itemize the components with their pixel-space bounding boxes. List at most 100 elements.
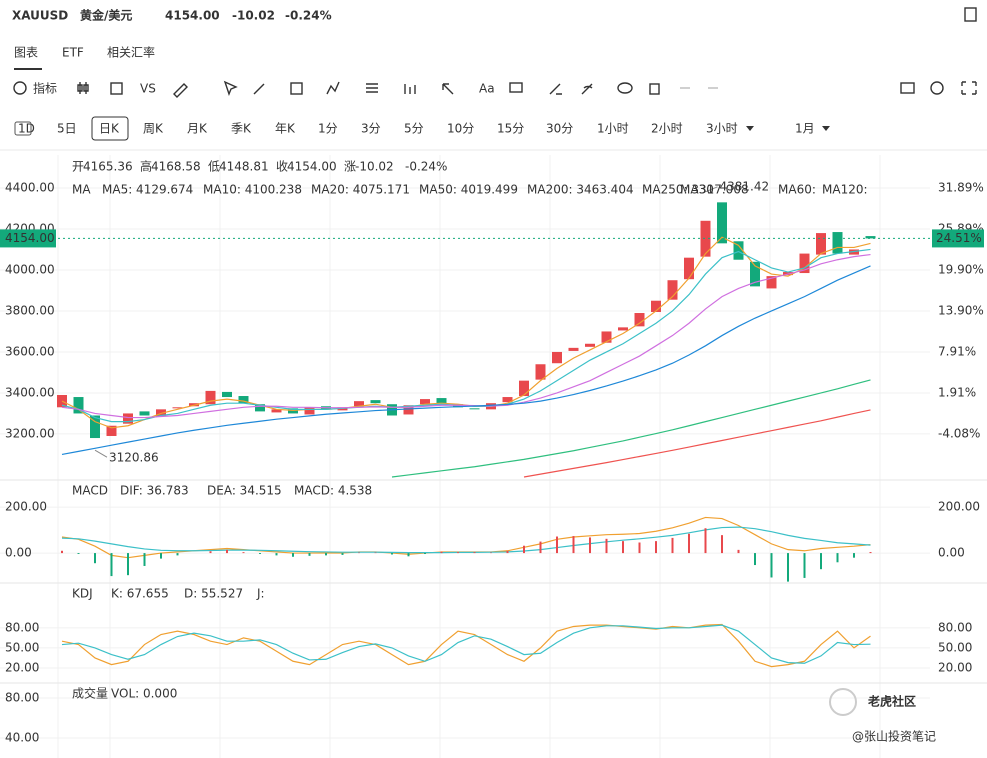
- histogram-bar: [638, 542, 641, 554]
- timeframe[interactable]: 3小时: [706, 122, 738, 136]
- watermark-brand: 老虎社区: [868, 694, 916, 709]
- y-tick-label: 80.00: [5, 620, 39, 634]
- arrow-icon[interactable]: [442, 83, 454, 95]
- indicator-line: [61, 623, 871, 668]
- timeframe[interactable]: 15分: [497, 122, 524, 136]
- timeframe[interactable]: 1小时: [597, 122, 629, 136]
- y-tick-label-right: 0.00: [938, 546, 965, 560]
- candle: [222, 391, 232, 398]
- ohlc-item: 高: [140, 159, 152, 174]
- exit-icon[interactable]: [964, 7, 977, 22]
- indicator-line: [391, 379, 871, 478]
- watermark-logo: [829, 688, 857, 716]
- timeframe[interactable]: 5日: [57, 122, 77, 136]
- candle: [172, 407, 183, 409]
- box-icon[interactable]: [110, 82, 123, 95]
- legend-entry: DEA: 34.515: [207, 484, 282, 498]
- timeframe[interactable]: 2小时: [651, 122, 683, 136]
- indicator-button[interactable]: 指标: [33, 81, 57, 96]
- tab[interactable]: 图表: [14, 46, 38, 60]
- shape-icon[interactable]: [290, 82, 303, 95]
- tab[interactable]: 相关汇率: [107, 45, 155, 60]
- indicator-icon[interactable]: [13, 81, 27, 95]
- fullscreen-icon[interactable]: [961, 81, 977, 95]
- fib-icon[interactable]: [366, 83, 378, 93]
- cursor-icon[interactable]: [223, 80, 238, 97]
- candle: [304, 407, 315, 415]
- histogram-bar: [605, 538, 608, 554]
- watermark-author: @张山投资笔记: [852, 729, 936, 744]
- text-tool[interactable]: Aa: [479, 82, 495, 96]
- histogram-bar: [242, 552, 245, 554]
- histogram-bar: [803, 553, 806, 578]
- timeframe[interactable]: 月K: [187, 122, 208, 136]
- settings-icon[interactable]: [930, 81, 944, 95]
- legend-entry: VOL: 0.000: [111, 687, 177, 701]
- timeframe[interactable]: 年K: [275, 122, 296, 136]
- candle: [403, 405, 414, 415]
- indicator-line: [61, 236, 871, 429]
- wave-icon[interactable]: [326, 81, 340, 95]
- histogram-bar: [836, 553, 839, 563]
- histogram-bar: [704, 528, 707, 554]
- candle: [618, 327, 628, 331]
- trash-icon[interactable]: [649, 83, 660, 95]
- vs-button[interactable]: VS: [140, 82, 156, 96]
- timeframe[interactable]: 1月: [795, 122, 815, 136]
- timeframe[interactable]: 日K: [99, 122, 120, 136]
- histogram-bar: [160, 553, 162, 559]
- comment-icon[interactable]: [509, 82, 523, 93]
- histogram-bar: [77, 553, 80, 555]
- ohlc-item: 4154.00: [287, 160, 337, 174]
- histogram-bar: [853, 553, 855, 558]
- candle: [816, 233, 826, 255]
- histogram-bar: [259, 553, 261, 555]
- last-price-tag: [0, 229, 56, 248]
- timeframe[interactable]: 1D: [18, 122, 35, 136]
- candle: [73, 397, 84, 414]
- candle: [535, 364, 546, 380]
- timeframe[interactable]: 5分: [404, 122, 424, 136]
- histogram-bar: [61, 550, 63, 554]
- eye-icon[interactable]: [617, 82, 633, 94]
- legend-entry: MA200: 3463.404: [527, 183, 634, 197]
- measure-icon[interactable]: [549, 83, 562, 95]
- y-tick-label: 0.00: [5, 546, 32, 560]
- tab[interactable]: ETF: [62, 46, 84, 60]
- legend-entry-inactive: MA60:: [778, 183, 816, 197]
- camera-icon[interactable]: [900, 82, 915, 94]
- histogram-bar: [754, 553, 756, 566]
- bars-icon[interactable]: [404, 84, 416, 94]
- candle: [90, 415, 100, 439]
- pen-icon[interactable]: [173, 83, 188, 98]
- timeframe[interactable]: 1分: [318, 122, 338, 136]
- y-tick-label-right: 200.00: [938, 500, 980, 514]
- timeframe[interactable]: 3分: [361, 122, 381, 136]
- change: -10.02: [232, 9, 275, 23]
- histogram-bar: [671, 537, 674, 554]
- ohlc-item: 收: [276, 160, 288, 174]
- histogram-bar: [655, 541, 657, 554]
- timeframe[interactable]: 30分: [546, 122, 573, 136]
- candle-icon[interactable]: [77, 82, 89, 94]
- histogram-bar: [721, 535, 723, 554]
- legend-entry-inactive: MA30: [680, 183, 714, 197]
- line-icon[interactable]: [253, 83, 265, 95]
- histogram-bar: [556, 536, 558, 554]
- histogram-bar: [341, 553, 344, 555]
- timeframe[interactable]: 季K: [231, 122, 252, 136]
- histogram-bar: [688, 533, 690, 554]
- y-tick-label-right: 20.00: [938, 660, 972, 674]
- histogram-bar: [787, 553, 789, 582]
- dropdown-arrow: [746, 126, 754, 131]
- timeframe[interactable]: 10分: [447, 122, 474, 136]
- histogram-bar: [143, 553, 146, 566]
- magnet-icon[interactable]: [581, 83, 593, 95]
- annotation-line: [705, 186, 718, 193]
- last-price: 4154.00: [5, 231, 55, 245]
- histogram-bar: [572, 536, 575, 554]
- ohlc-item: 4168.58: [151, 160, 201, 174]
- candle: [123, 413, 133, 424]
- timeframe[interactable]: 周K: [143, 122, 164, 136]
- candle: [717, 202, 727, 244]
